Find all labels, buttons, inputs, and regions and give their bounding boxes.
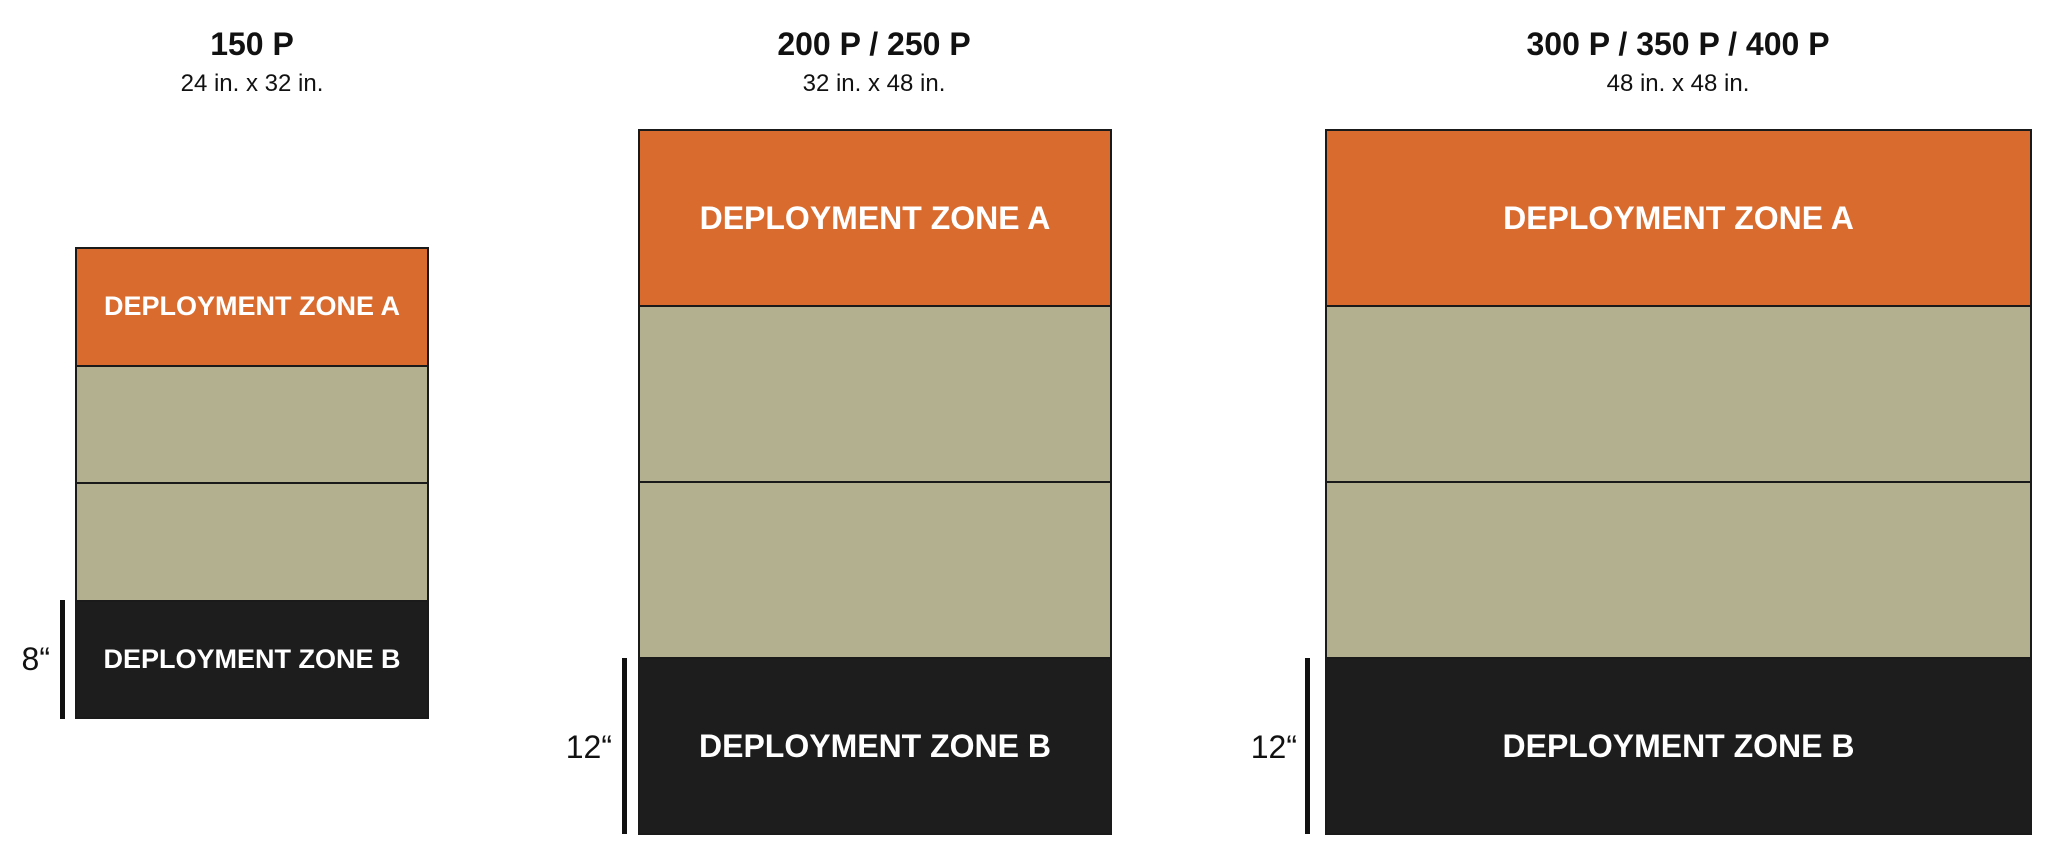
deployment-zone-b: DEPLOYMENT ZONE B xyxy=(640,657,1110,833)
board-150-title: 150 P xyxy=(210,26,294,62)
board-200-250-dimensions: 32 in. x 48 in. xyxy=(802,70,946,97)
board-150-dimensions: 24 in. x 32 in. xyxy=(180,70,324,97)
deployment-zone-b: DEPLOYMENT ZONE B xyxy=(1327,657,2030,833)
depth-measure-label: 8“ xyxy=(21,641,50,677)
board-300-350-400: DEPLOYMENT ZONE A DEPLOYMENT ZONE B xyxy=(1325,129,2032,835)
depth-measure-label: 12“ xyxy=(565,729,612,765)
depth-measure-bar xyxy=(622,658,627,834)
neutral-zone xyxy=(640,305,1110,481)
depth-measure-bar xyxy=(1305,658,1310,834)
deployment-zone-a: DEPLOYMENT ZONE A xyxy=(640,131,1110,305)
neutral-zone xyxy=(77,364,427,482)
neutral-zone xyxy=(1327,481,2030,657)
neutral-zone xyxy=(1327,305,2030,481)
deployment-zone-a: DEPLOYMENT ZONE A xyxy=(1327,131,2030,305)
neutral-zone xyxy=(640,481,1110,657)
neutral-zone xyxy=(77,482,427,600)
board-150: DEPLOYMENT ZONE A DEPLOYMENT ZONE B xyxy=(75,247,429,719)
depth-measure-bar xyxy=(60,600,65,719)
board-200-250-title: 200 P / 250 P xyxy=(777,26,971,62)
board-200-250: DEPLOYMENT ZONE A DEPLOYMENT ZONE B xyxy=(638,129,1112,835)
board-300-350-400-dimensions: 48 in. x 48 in. xyxy=(1606,70,1750,97)
depth-measure-label: 12“ xyxy=(1250,729,1297,765)
deployment-zone-a: DEPLOYMENT ZONE A xyxy=(77,249,427,365)
deployment-zone-b: DEPLOYMENT ZONE B xyxy=(77,599,427,717)
board-300-350-400-title: 300 P / 350 P / 400 P xyxy=(1526,26,1830,62)
